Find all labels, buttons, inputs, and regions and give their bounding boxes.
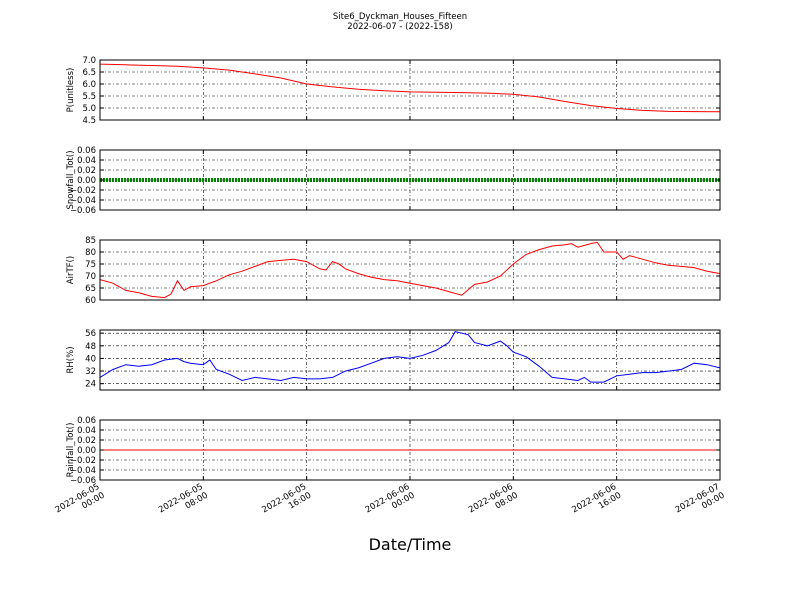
x-tick-label: 2022-06-0500:00 — [54, 482, 107, 524]
y-tick-label: −0.02 — [70, 456, 96, 466]
y-tick-label: 60 — [85, 296, 96, 306]
y-tick-label: 85 — [85, 236, 96, 246]
panel-3: 85 80 75 70 65 60 AirTF() — [66, 236, 721, 306]
panel-2: 0.060.040.020.00−0.02−0.04−0.06Snowfall_… — [66, 146, 721, 216]
y-tick-label: −0.04 — [70, 196, 96, 206]
y-tick-label: 5.0 — [82, 104, 96, 114]
y-tick-label: 6.5 — [82, 68, 96, 78]
series-line — [99, 241, 721, 299]
x-tick-label: 2022-06-0516:00 — [260, 482, 313, 524]
panel-1: 7.0 6.5 6.0 5.5 5.0 4.5 P(unitless) — [66, 56, 721, 126]
x-axis-label: Date/Time — [369, 535, 452, 554]
y-tick-label: 48 — [85, 342, 96, 352]
y-axis-label: P(unitless) — [66, 68, 76, 113]
y-tick-label: 4.5 — [82, 116, 96, 126]
figure-subtitle: 2022-06-07 - (2022-158) — [347, 22, 452, 32]
y-tick-label: −0.06 — [70, 476, 96, 486]
y-tick-label: 0.02 — [77, 166, 96, 176]
y-tick-label: 0.00 — [77, 176, 96, 186]
y-tick-label: 5.5 — [82, 92, 96, 102]
y-tick-label: 0.04 — [77, 426, 96, 436]
y-tick-label: 32 — [85, 367, 96, 377]
y-tick-label: 0.00 — [77, 446, 96, 456]
y-tick-label: 7.0 — [82, 56, 96, 66]
y-tick-label: 70 — [85, 272, 96, 282]
y-tick-label: 80 — [85, 248, 96, 258]
y-tick-label: 0.06 — [77, 416, 96, 426]
y-axis-label: RH(%) — [66, 346, 76, 373]
y-tick-label: 0.06 — [77, 146, 96, 156]
y-tick-label: 0.02 — [77, 436, 96, 446]
y-axis-label: AirTF() — [66, 256, 76, 284]
series-line — [99, 331, 721, 383]
y-tick-label: 0.04 — [77, 156, 96, 166]
y-tick-label: 65 — [85, 284, 96, 294]
figure-title: Site6_Dyckman_Houses_Fifteen — [333, 12, 467, 22]
x-tick-labels: 2022-06-0500:00 2022-06-0508:00 2022-06-05… — [54, 482, 727, 524]
x-tick-label: 2022-06-0508:00 — [157, 482, 210, 524]
panels: 7.06.56.05.55.04.5P(unitless)0.060.040.0… — [66, 56, 721, 486]
y-tick-label: 6.0 — [82, 80, 96, 90]
y-tick-label: −0.02 — [70, 186, 96, 196]
x-tick-label: 2022-06-0700:00 — [674, 482, 727, 524]
y-tick-label: 56 — [85, 329, 96, 339]
y-axis-label: Rainfall_Tot() — [66, 423, 76, 478]
y-tick-label: 24 — [85, 380, 96, 390]
x-tick-label: 2022-06-0600:00 — [364, 482, 417, 524]
y-tick-label: −0.06 — [70, 206, 96, 216]
y-tick-label: 75 — [85, 260, 96, 270]
x-tick-label: 2022-06-0616:00 — [570, 482, 623, 524]
y-axis-label: Snowfall_Tot() — [66, 150, 76, 209]
series-line — [99, 63, 721, 113]
y-tick-label: −0.04 — [70, 466, 96, 476]
panel-4: 56 48 40 32 24 RH(%) — [66, 329, 721, 391]
panel-5: 0.060.040.020.00−0.02−0.04−0.06Rainfall_… — [66, 416, 721, 486]
y-tick-label: 40 — [85, 354, 96, 364]
x-tick-label: 2022-06-0608:00 — [467, 482, 520, 524]
